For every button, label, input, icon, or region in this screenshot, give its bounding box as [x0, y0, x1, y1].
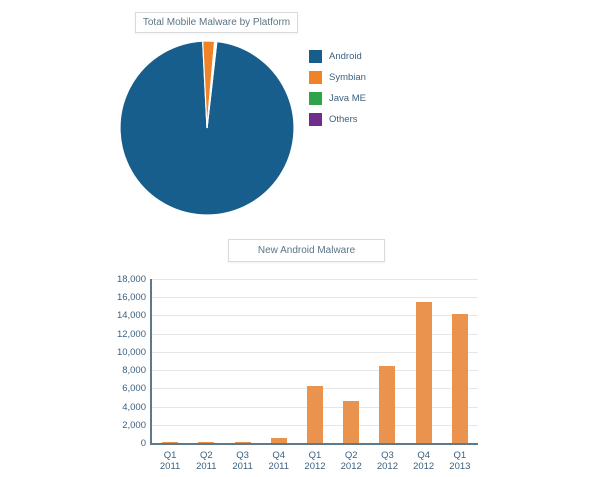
y-axis-label: 0 [140, 438, 146, 449]
x-axis-label: Q1 2011 [152, 450, 188, 472]
gridline [152, 315, 478, 317]
pie-slice-others [206, 40, 218, 129]
x-axis-label: Q4 2011 [261, 450, 297, 472]
legend-item-java-me: Java ME [309, 92, 366, 105]
x-axis-label-line: Q1 [453, 450, 467, 461]
x-axis-label-line: 2013 [449, 461, 471, 472]
legend-swatch-others [309, 113, 322, 126]
gridline [152, 351, 478, 353]
bar-q1-2012 [307, 386, 323, 443]
gridline [152, 333, 478, 335]
x-axis-label-line: 2011 [196, 461, 217, 472]
x-axis-label-line: Q3 [236, 450, 249, 461]
legend-label: Android [329, 51, 362, 62]
x-axis-label: Q1 2012 [297, 450, 333, 472]
gridline [152, 370, 478, 372]
bar-chart-title-box: New Android Malware [228, 239, 385, 262]
legend-item-symbian: Symbian [309, 71, 366, 84]
x-axis-label-line: Q4 [417, 450, 430, 461]
x-axis-label-line: Q2 [344, 450, 358, 461]
x-axis-label-line: 2011 [268, 461, 289, 472]
y-axis-label: 2,000 [122, 419, 146, 431]
x-axis-label-line: Q4 [272, 450, 286, 461]
legend-label: Others [329, 114, 358, 125]
legend-item-android: Android [309, 50, 366, 63]
y-axis-label: 8,000 [122, 365, 146, 377]
bar-q4-2012 [415, 302, 432, 443]
y-axis-label: 14,000 [116, 310, 146, 322]
legend-label: Symbian [329, 72, 366, 83]
x-axis-label: Q4 2012 [406, 450, 442, 472]
x-axis-label-line: Q1 [163, 450, 177, 461]
y-axis-label: 16,000 [116, 292, 146, 304]
x-axis-label-line: Q2 [199, 450, 213, 461]
y-axis-label: 10,000 [116, 346, 146, 358]
x-axis-label-line: 2012 [340, 461, 362, 472]
y-axis-label: 4,000 [122, 401, 146, 413]
y-axis-label: 12,000 [116, 328, 146, 340]
bar-q2-2011 [198, 442, 215, 443]
bar-q1-2013 [451, 314, 468, 443]
bar-q3-2012 [379, 366, 396, 443]
gridline [152, 279, 478, 280]
x-axis-label-line: 2011 [159, 461, 181, 472]
pie-chart-title-box: Total Mobile Malware by Platform [135, 12, 298, 33]
y-axis-label: 18,000 [116, 274, 146, 285]
legend-label: Java ME [329, 93, 366, 104]
gridline [152, 297, 478, 299]
x-axis-label: Q3 2011 [224, 450, 260, 472]
pie-chart-title: Total Mobile Malware by Platform [142, 17, 291, 28]
legend-swatch-symbian [309, 71, 322, 84]
x-axis-label-line: 2012 [413, 461, 435, 472]
x-axis-label-line: Q3 [381, 450, 394, 461]
bar-chart-title: New Android Malware [257, 245, 356, 256]
x-axis-label-line: Q1 [308, 450, 322, 461]
bar-chart-plot-area [150, 279, 478, 445]
bar-q1-2011 [162, 442, 179, 443]
bar-q2-2012 [343, 401, 360, 443]
x-axis-label: Q3 2012 [369, 450, 405, 472]
pie-chart [119, 40, 295, 216]
legend-item-others: Others [309, 113, 366, 126]
pie-legend: Android Symbian Java ME Others [309, 50, 366, 134]
x-axis-label-line: 2012 [304, 461, 326, 472]
x-axis-label: Q2 2011 [188, 450, 224, 472]
x-axis-label-line: 2012 [376, 461, 398, 472]
y-axis-label: 6,000 [122, 383, 146, 395]
legend-swatch-android [309, 50, 322, 63]
x-axis-label-line: 2011 [232, 461, 253, 472]
bar-q3-2011 [234, 442, 251, 443]
bar-q4-2011 [270, 438, 287, 443]
legend-swatch-java-me [309, 92, 322, 105]
x-axis-label: Q1 2013 [442, 450, 478, 472]
x-axis-label: Q2 2012 [333, 450, 369, 472]
pie-slice-android [119, 40, 295, 216]
